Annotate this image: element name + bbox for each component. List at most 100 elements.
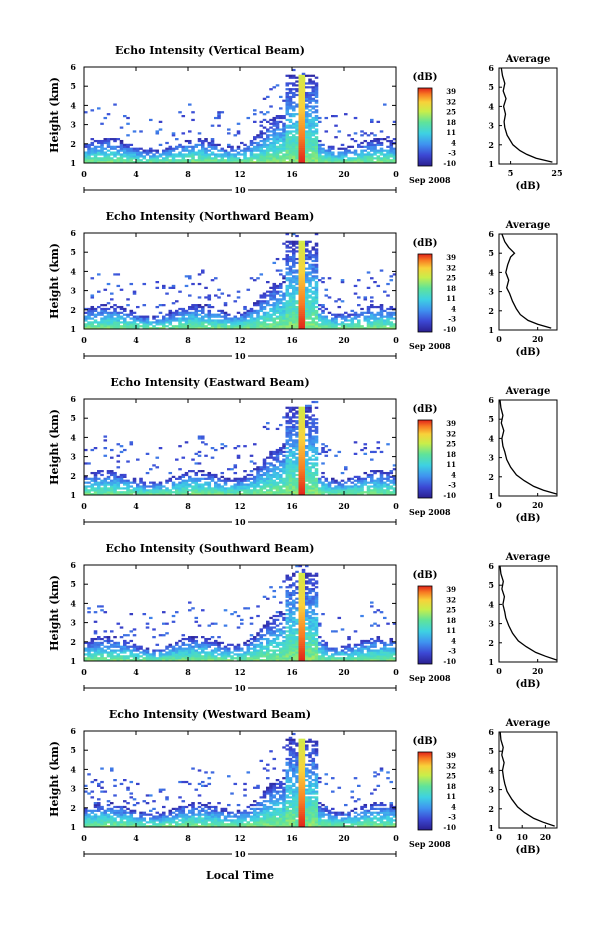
echo-cell [285,651,290,654]
echo-cell [126,149,130,152]
echo-cell [106,149,111,152]
echo-cell [126,304,130,307]
echo-cell [275,311,280,314]
echo-cell [97,149,101,152]
echo-cell [292,309,296,313]
echo-cell [175,309,179,313]
echo-cell [305,122,309,125]
echo-cell [227,313,231,316]
echo-cell [220,447,225,450]
echo-cell [357,489,361,492]
echo-cell [207,149,212,152]
echo-cell [282,468,286,471]
echo-cell [188,639,192,643]
echo-cell [301,462,306,465]
echo-cell [220,641,225,645]
echo-cell [171,651,176,654]
echo-cell [272,456,277,459]
echo-cell [386,139,390,143]
echo-cell [305,130,309,133]
echo-cell [126,321,130,324]
echo-cell [285,601,290,604]
echo-cell [227,153,231,156]
echo-cell [246,149,251,152]
echo-cell [266,128,270,131]
echo-cell [207,483,212,486]
echo-cell [152,489,156,492]
echo-cell [204,481,208,484]
echo-cell [220,315,225,318]
echo-cell [311,141,316,145]
echo-cell [292,445,296,448]
echo-cell [194,317,199,320]
echo-cell [103,645,108,648]
echo-cell [308,470,312,473]
echo-cell [165,317,169,320]
echo-cell [84,159,88,162]
echo-cell [158,323,163,326]
echo-cell [383,325,387,328]
echo-cell [249,489,254,492]
echo-cell [314,116,319,120]
echo-cell [194,636,199,639]
echo-cell [116,321,121,324]
echo-cell [119,321,124,324]
echo-cell [305,611,309,614]
day-label: 10 [234,517,246,527]
echo-cell [314,491,319,494]
echo-cell [279,116,283,120]
echo-cell [210,141,215,145]
echo-cell [301,153,306,156]
echo-cell [243,657,247,660]
echo-cell [337,487,342,490]
echo-cell [227,487,231,490]
echo-cell [201,151,205,154]
echo-cell [188,294,192,297]
echo-cell [188,657,192,660]
echo-cell [301,250,306,253]
echo-cell [282,311,286,314]
echo-cell [168,323,173,326]
echo-cell [113,471,117,475]
echo-cell [162,659,166,662]
echo-cell [272,282,277,286]
echo-cell [279,653,283,656]
echo-cell [246,147,251,150]
echo-cell [171,475,176,479]
echo-cell [188,483,192,486]
echo-cell [158,319,163,322]
echo-cell [259,159,264,162]
echo-cell [207,653,212,656]
echo-cell [123,321,127,324]
echo-cell [288,429,293,432]
echo-cell [288,431,293,434]
echo-cell [210,493,215,496]
echo-cell [84,319,88,322]
echo-cell [181,643,186,646]
echo-cell [298,157,303,160]
echo-cell [308,589,312,593]
echo-cell [308,309,312,313]
echo-cell [100,309,104,313]
echo-cell [197,491,202,494]
echo-cell [207,311,212,314]
echo-cell [386,145,390,148]
echo-cell [360,145,364,148]
echo-cell [269,88,273,91]
echo-cell [275,637,280,641]
echo-cell [389,327,394,330]
echo-cell [149,147,153,150]
echo-cell [324,317,329,320]
echo-cell [116,325,121,328]
echo-cell [204,489,208,492]
echo-cell [311,321,316,324]
colorbar-tick-label: 11 [446,294,456,303]
colorbar-tick-label: -10 [443,159,456,168]
echo-cell [97,483,101,486]
echo-cell [123,657,127,660]
echo-cell [347,159,351,162]
echo-cell [249,321,254,324]
echo-cell [298,256,303,259]
echo-cell [262,323,267,326]
echo-cell [288,277,293,280]
